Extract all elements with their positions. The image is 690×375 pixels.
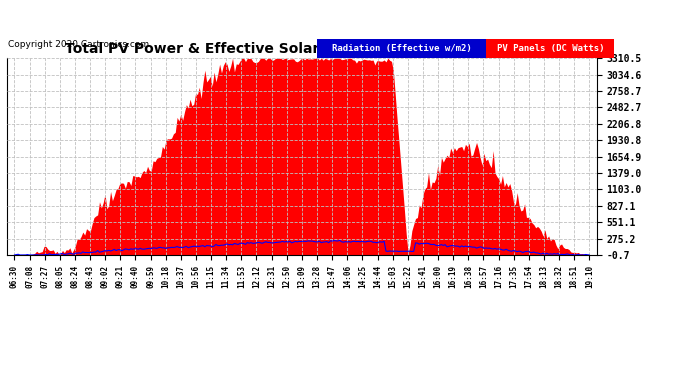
Text: PV Panels (DC Watts): PV Panels (DC Watts) [497, 44, 604, 53]
Text: Copyright 2020 Cartronics.com: Copyright 2020 Cartronics.com [8, 40, 150, 49]
Text: Radiation (Effective w/m2): Radiation (Effective w/m2) [332, 44, 472, 53]
Title: Total PV Power & Effective Solar Radiation  Thu Apr 2  19:15: Total PV Power & Effective Solar Radiati… [65, 42, 539, 56]
